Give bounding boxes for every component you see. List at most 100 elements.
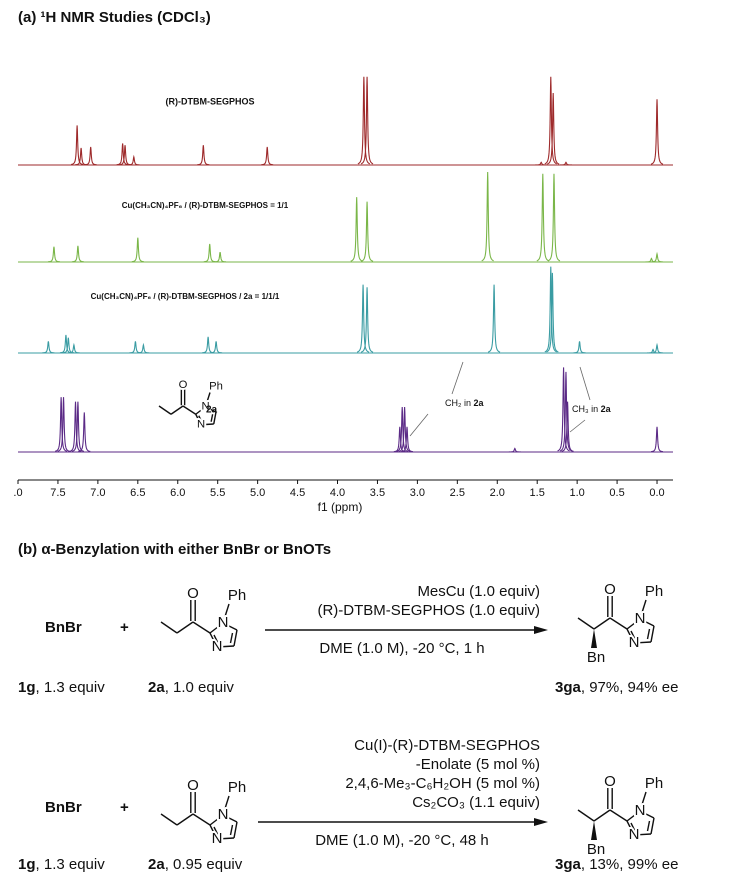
nmr-peak — [396, 406, 409, 452]
wedge-bond — [591, 629, 597, 648]
compound-label: 3ga, 13%, 99% ee — [555, 856, 678, 873]
bond — [204, 392, 211, 407]
nmr-peak — [78, 412, 91, 453]
nmr-peak — [481, 171, 494, 262]
structure-2a — [160, 600, 238, 648]
x-tick-label: 0.5 — [609, 487, 624, 499]
nmr-peak — [47, 246, 60, 263]
atom-label: N — [629, 826, 640, 843]
atom-label: N — [212, 638, 223, 655]
nmr-peak — [62, 337, 75, 354]
condition: (R)-DTBM-SEGPHOS (1.0 equiv) — [317, 602, 540, 619]
bond — [639, 791, 647, 812]
compound-label: 2a, 0.95 equiv — [148, 856, 243, 873]
bond — [633, 833, 652, 836]
bond — [213, 826, 219, 836]
arrow-head — [534, 818, 548, 826]
nmr-peak — [71, 245, 84, 263]
condition: 2,4,6-Me₃-C₆H₂OH (5 mol %) — [345, 775, 540, 792]
x-tick-label: .0 — [13, 487, 22, 499]
bond — [192, 621, 211, 634]
bond — [209, 824, 218, 840]
atom-label: N — [629, 634, 640, 651]
atom-label: N — [635, 802, 646, 819]
compound-number: 1g — [18, 679, 36, 696]
bond — [216, 645, 235, 648]
bond — [626, 810, 641, 822]
nmr-peak — [350, 197, 363, 262]
nmr-peak — [210, 341, 223, 354]
bond — [222, 622, 238, 631]
nmr-peak — [645, 257, 658, 263]
atom-label: Bn — [587, 841, 605, 858]
nmr-peak — [57, 397, 70, 452]
bond — [593, 617, 611, 630]
nmr-peak — [647, 348, 660, 354]
bond — [639, 618, 655, 627]
bond — [633, 641, 652, 644]
atom-label: Ph — [645, 775, 663, 792]
atom-label: N — [218, 614, 229, 631]
atom-label: O — [179, 379, 188, 391]
condition: DME (1.0 M), -20 °C, 1 h — [319, 640, 484, 657]
atom-label: Ph — [645, 583, 663, 600]
compound-detail: , 13%, 99% ee — [581, 856, 679, 873]
nmr-peak — [544, 76, 558, 165]
x-tick-label: 2.0 — [490, 487, 505, 499]
nmr-peak — [559, 161, 572, 166]
x-tick-label: 4.5 — [290, 487, 305, 499]
compound-detail: , 1.3 equiv — [36, 679, 106, 696]
nmr-peak — [398, 406, 411, 452]
bond — [213, 634, 219, 644]
structure-2a — [158, 389, 217, 426]
bond — [210, 414, 214, 422]
atom-label: N — [635, 610, 646, 627]
atom-label: N — [212, 830, 223, 847]
nmr-peak — [42, 341, 55, 354]
nmr-peak — [71, 401, 85, 452]
nmr-peak — [650, 99, 664, 165]
nmr-peak — [55, 397, 68, 452]
x-tick-label: 5.5 — [210, 487, 225, 499]
bond — [630, 822, 636, 832]
bond — [222, 795, 230, 816]
condition: DME (1.0 M), -20 °C, 48 h — [315, 832, 489, 849]
x-axis-label: f1 (ppm) — [318, 500, 363, 514]
annotation: CH₂ in 2a — [445, 398, 485, 408]
bond — [195, 413, 202, 426]
nmr-peak — [360, 287, 374, 353]
nmr-peak — [127, 154, 140, 166]
condition: Cs₂CO₃ (1.1 equiv) — [412, 794, 540, 811]
annotation: CH₃ in 2a — [572, 404, 612, 414]
annotation-compound: 2a — [601, 404, 612, 414]
plus: + — [120, 619, 129, 636]
inset-compound: 2a — [206, 405, 218, 416]
bond — [176, 813, 194, 826]
arrow-head — [534, 626, 548, 634]
bond — [626, 628, 635, 644]
nmr-peak — [129, 341, 142, 354]
x-tick-label: 6.5 — [130, 487, 145, 499]
nmr-peak — [535, 161, 548, 166]
bond — [170, 405, 184, 415]
compound-detail: , 1.0 equiv — [165, 679, 235, 696]
x-tick-label: 5.0 — [250, 487, 265, 499]
bond — [229, 824, 234, 836]
bond — [650, 817, 655, 835]
nmr-peak — [557, 367, 570, 452]
nmr-peak — [561, 401, 574, 452]
x-tick-label: 1.0 — [569, 487, 584, 499]
structure-3ga — [577, 596, 655, 648]
nmr-peak — [650, 251, 664, 263]
bond — [646, 628, 651, 640]
compound-number: 3ga — [555, 679, 582, 696]
nmr-peak — [650, 342, 664, 354]
bond — [158, 405, 172, 415]
condition: -Enolate (5 mol %) — [416, 756, 540, 773]
atom-label: Bn — [587, 649, 605, 666]
bond — [209, 814, 224, 826]
nmr-peak — [360, 76, 374, 165]
annotation-line — [569, 419, 586, 433]
x-tick-label: 1.5 — [530, 487, 545, 499]
bond — [216, 837, 235, 840]
